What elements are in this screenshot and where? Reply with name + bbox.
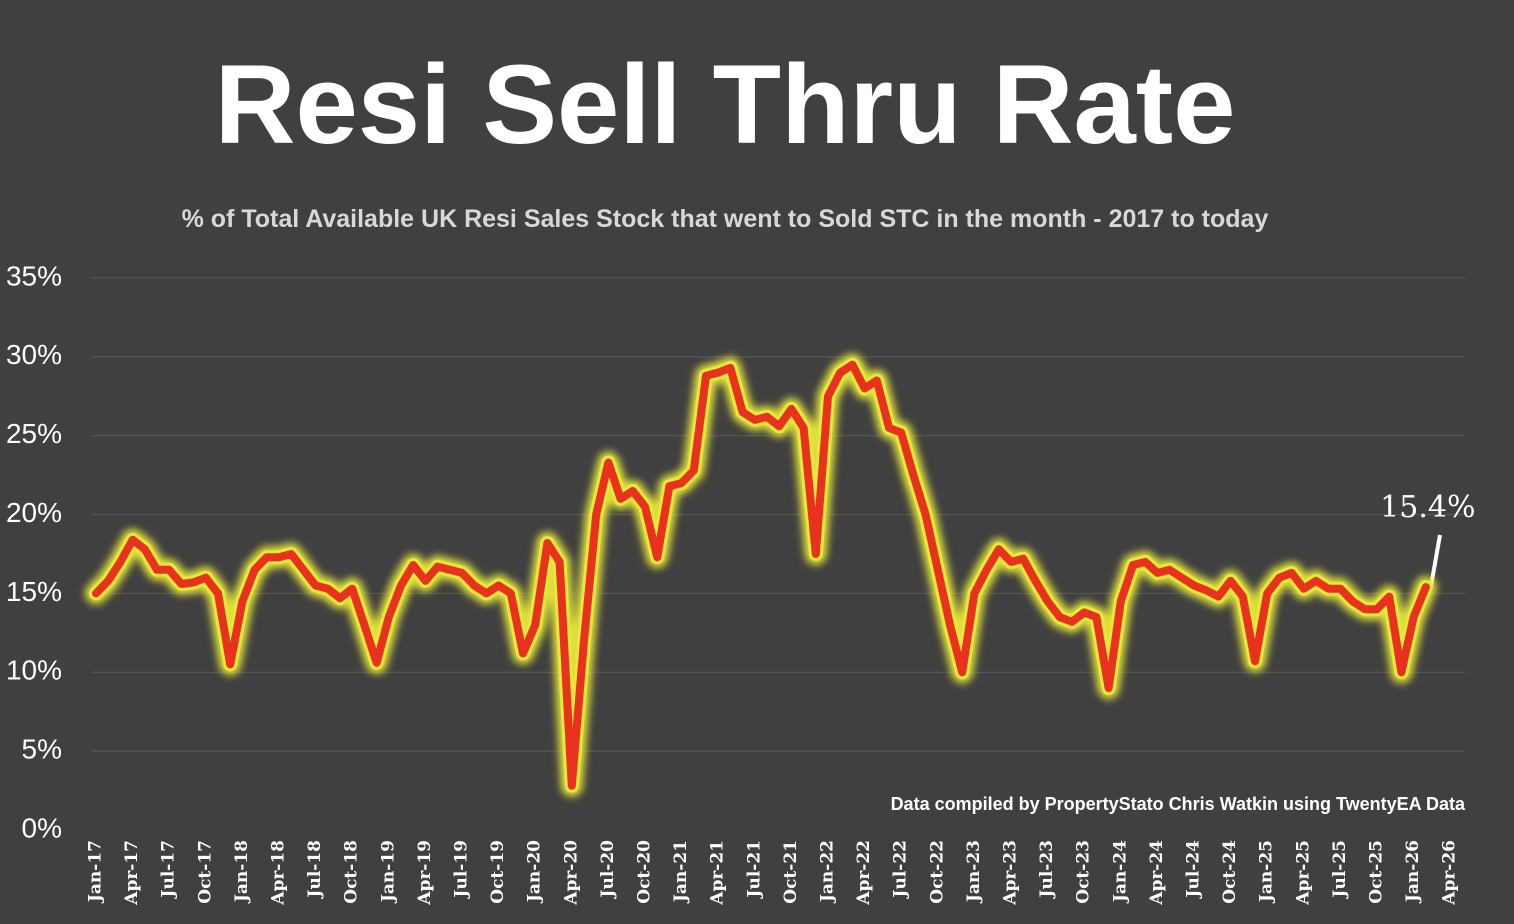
x-tick-label: Jul-23: [1037, 840, 1057, 900]
x-tick-label: Apr-19: [415, 840, 435, 906]
x-tick-label: Jan-19: [378, 840, 398, 904]
x-tick-label: Jul-25: [1330, 840, 1350, 900]
value-label: 15.4%: [1380, 490, 1475, 525]
x-tick-label: Jan-25: [1257, 840, 1277, 904]
line-glow: [85, 353, 1437, 797]
x-tick-label: Jul-17: [159, 840, 179, 900]
chart-title: Resi Sell Thru Rate: [214, 42, 1236, 167]
y-tick-label: 15%: [6, 576, 62, 607]
y-tick-label: 0%: [22, 812, 62, 843]
annotation-leader: [1429, 534, 1442, 587]
x-tick-label: Oct-22: [927, 840, 947, 904]
x-tick-label: Apr-23: [1001, 840, 1021, 906]
x-tick-label: Jan-18: [232, 840, 252, 904]
x-tick-label: Jan-22: [818, 840, 838, 904]
x-tick-label: Jan-20: [525, 840, 545, 904]
x-tick-label: Oct-19: [488, 840, 508, 904]
x-tick-label: Jul-24: [1184, 840, 1204, 900]
x-tick-label: Apr-26: [1440, 840, 1460, 906]
x-tick-label: Oct-25: [1367, 840, 1387, 904]
x-tick-label: Apr-21: [708, 840, 728, 906]
x-tick-label: Oct-23: [1074, 840, 1094, 904]
x-tick-label: Jul-22: [891, 840, 911, 900]
x-tick-label: Jul-19: [452, 840, 472, 900]
x-tick-label: Oct-17: [195, 840, 215, 904]
x-tick-label: Oct-20: [635, 840, 655, 904]
x-tick-label: Oct-24: [1220, 840, 1240, 904]
x-tick-label: Jan-24: [1110, 840, 1130, 904]
x-tick-label: Jul-21: [744, 840, 764, 900]
x-tick-label: Apr-24: [1147, 840, 1167, 906]
y-tick-label: 5%: [22, 734, 62, 765]
x-tick-label: Apr-22: [854, 840, 874, 906]
x-tick-label: Jan-26: [1403, 840, 1423, 904]
x-tick-label: Oct-18: [342, 840, 362, 904]
x-tick-label: Apr-20: [561, 840, 581, 906]
x-tick-label: Oct-21: [781, 840, 801, 904]
y-tick-label: 20%: [6, 497, 62, 528]
x-tick-label: Jul-18: [305, 840, 325, 900]
x-tick-label: Jan-23: [964, 840, 984, 904]
y-tick-label: 25%: [6, 418, 62, 449]
x-tick-label: Jan-17: [86, 840, 106, 904]
y-tick-label: 35%: [6, 260, 62, 291]
x-tick-label: Apr-25: [1293, 840, 1313, 906]
x-tick-label: Jan-21: [671, 840, 691, 904]
y-tick-label: 30%: [6, 339, 62, 370]
x-tick-label: Apr-17: [122, 840, 142, 906]
x-tick-label: Jul-20: [598, 840, 618, 900]
source-note: Data compiled by PropertyStato Chris Wat…: [891, 794, 1466, 814]
chart-subtitle: % of Total Available UK Resi Sales Stock…: [181, 205, 1269, 233]
x-tick-label: Apr-18: [269, 840, 289, 906]
y-tick-label: 10%: [6, 655, 62, 686]
series-line: [92, 360, 1430, 790]
